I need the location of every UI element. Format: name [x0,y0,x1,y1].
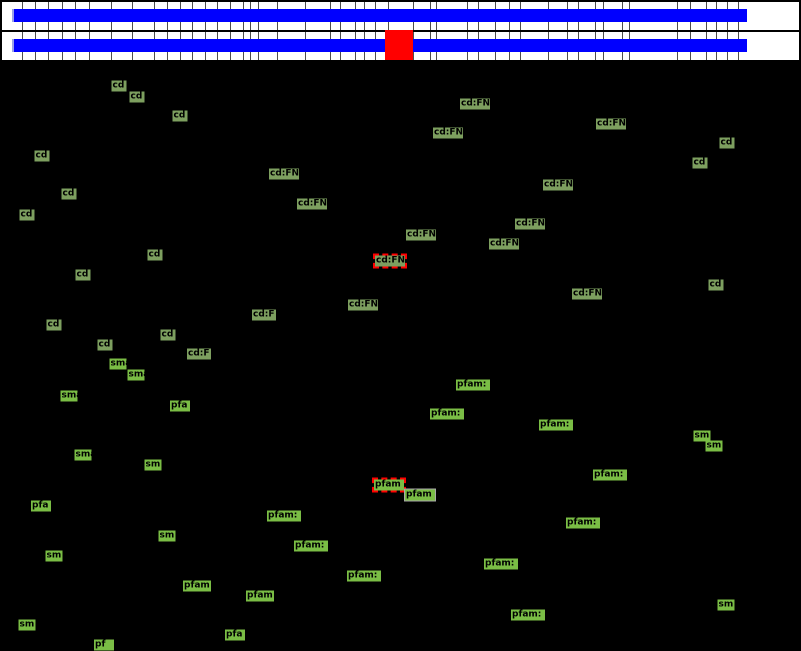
domain-node-pfam[interactable]: pfam [183,580,211,592]
domain-node-smart[interactable]: sma [109,358,127,370]
domain-node-cd[interactable]: cd [172,110,188,122]
domain-node-pfam[interactable]: pfa [225,629,245,641]
domain-node-cd[interactable]: cd [61,188,77,200]
selected-region-marker[interactable] [385,30,413,60]
domain-node-cd[interactable]: cd:FN [489,238,519,250]
domain-node-cd[interactable]: cd [160,329,176,341]
domain-node-smart[interactable]: sm [158,530,176,542]
domain-node-cd[interactable]: cd [75,269,91,281]
alignment-bar[interactable] [12,9,747,22]
domain-node-cd[interactable]: cd:FN [297,198,327,210]
domain-node-smart[interactable]: sm [717,599,735,611]
domain-node-smart[interactable]: sm [705,440,723,452]
domain-node-cd[interactable]: cd:F [252,309,276,321]
domain-node-smart[interactable]: sm [45,550,63,562]
domain-node-cd[interactable]: cd [708,279,724,291]
domain-node-pfam[interactable]: pfa [170,400,190,412]
domain-node-pfam[interactable]: pfa [31,500,51,512]
sequence-ruler [0,0,801,62]
domain-node-cd[interactable]: cd [129,91,145,103]
domain-node-cd[interactable]: cd [111,80,127,92]
domain-node-cd[interactable]: cd:FN [543,179,573,191]
domain-node-smart[interactable]: sma [74,449,92,461]
domain-node-pfam[interactable]: pfam: [267,510,301,522]
ruler-track-2[interactable] [2,30,799,60]
domain-node-cd[interactable]: cd:FN [596,118,626,130]
domain-node-cd[interactable]: cd:FN [406,229,436,241]
domain-node-cd[interactable]: cd:FN [515,218,545,230]
domain-node-smart[interactable]: sma [60,390,78,402]
domain-node-pfam[interactable]: pfam: [347,570,381,582]
domain-node-pfam[interactable]: pfam [246,590,274,602]
domain-node-cd[interactable]: cd [97,339,113,351]
domain-node-cd[interactable]: cd [719,137,735,149]
domain-node-pfam[interactable]: pfam [372,477,406,493]
domain-node-cd[interactable]: cd [46,319,62,331]
domain-node-pfam[interactable]: pfam: [593,469,627,481]
domain-node-pfam[interactable]: pfam: [430,408,464,420]
domain-node-cd[interactable]: cd:FN [460,98,490,110]
domain-node-cd[interactable]: cd [692,157,708,169]
domain-node-pfam[interactable]: pfam [404,488,436,502]
domain-node-pfam[interactable]: pf [94,639,114,651]
domain-node-pfam[interactable]: pfam: [294,540,328,552]
domain-node-cd[interactable]: cd [19,209,35,221]
domain-node-pfam[interactable]: pfam: [511,609,545,621]
domain-node-cd[interactable]: cd:FN [572,288,602,300]
domain-node-cd[interactable]: cd:FN [269,168,299,180]
domain-node-cd[interactable]: cd [147,249,163,261]
alignment-bar[interactable] [12,39,747,52]
domain-node-smart[interactable]: sm [693,430,711,442]
domain-node-cd[interactable]: cd:FN [348,299,378,311]
domain-node-pfam[interactable]: pfam: [539,419,573,431]
domain-node-pfam[interactable]: pfam: [456,379,490,391]
domain-node-smart[interactable]: sm [144,459,162,471]
domain-node-cd[interactable]: cd:FN [373,253,407,269]
domain-node-smart[interactable]: sma [127,369,145,381]
domain-node-smart[interactable]: sm [18,619,36,631]
domain-node-cd[interactable]: cd [34,150,50,162]
domain-node-pfam[interactable]: pfam: [484,558,518,570]
ruler-track-1[interactable] [2,2,799,30]
domain-node-cd[interactable]: cd:FN [433,127,463,139]
domain-node-cd[interactable]: cd:F [187,348,211,360]
domain-node-pfam[interactable]: pfam: [566,517,600,529]
